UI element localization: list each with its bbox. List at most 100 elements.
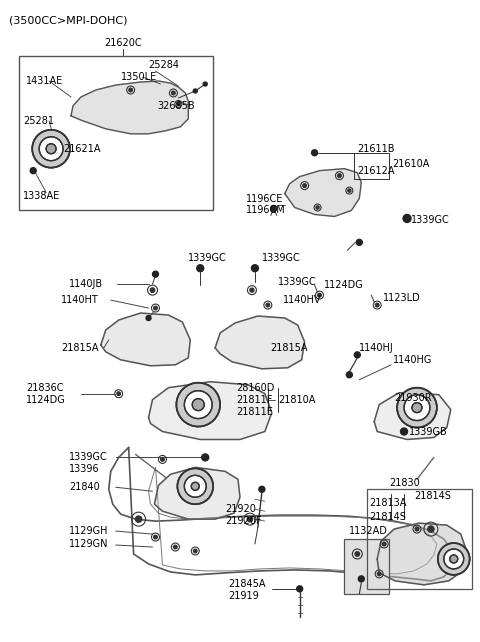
Text: 21610A: 21610A <box>392 159 430 169</box>
Circle shape <box>404 395 430 421</box>
Circle shape <box>450 555 458 563</box>
Circle shape <box>192 399 204 411</box>
Polygon shape <box>285 169 361 216</box>
Text: 21815A: 21815A <box>61 343 98 353</box>
Polygon shape <box>71 81 188 134</box>
Circle shape <box>197 265 204 272</box>
Circle shape <box>39 137 63 160</box>
Text: 1129GH: 1129GH <box>69 526 108 536</box>
Circle shape <box>174 545 177 549</box>
Circle shape <box>154 306 157 310</box>
Circle shape <box>202 454 209 461</box>
Circle shape <box>303 184 306 187</box>
Text: 1350LE: 1350LE <box>120 72 157 82</box>
Text: 1132AD: 1132AD <box>349 526 388 536</box>
Bar <box>344 539 389 594</box>
Circle shape <box>403 214 411 222</box>
Circle shape <box>297 586 302 592</box>
Circle shape <box>184 391 212 419</box>
Text: 21836C: 21836C <box>26 383 64 393</box>
Circle shape <box>30 168 36 173</box>
Circle shape <box>146 315 151 320</box>
Polygon shape <box>101 313 190 366</box>
Text: 28160D: 28160D <box>236 383 275 393</box>
Text: 21813A: 21813A <box>369 498 407 508</box>
Text: 1339GC: 1339GC <box>411 216 450 225</box>
Text: 1124DG: 1124DG <box>324 280 363 290</box>
Circle shape <box>171 91 175 95</box>
Bar <box>19 56 213 211</box>
Circle shape <box>193 89 197 93</box>
Circle shape <box>375 303 379 307</box>
Text: 21612A: 21612A <box>357 166 395 176</box>
Circle shape <box>312 150 318 156</box>
Text: 21930R: 21930R <box>394 393 432 403</box>
Circle shape <box>266 303 270 307</box>
Text: 21810A: 21810A <box>278 395 315 404</box>
Circle shape <box>153 271 158 277</box>
Text: 1196CM: 1196CM <box>246 205 286 216</box>
Circle shape <box>193 549 197 553</box>
Text: 21621A: 21621A <box>63 144 100 153</box>
Text: 13396: 13396 <box>69 464 100 474</box>
Circle shape <box>354 352 360 358</box>
Circle shape <box>250 288 254 292</box>
Text: 1339GC: 1339GC <box>278 277 316 287</box>
Circle shape <box>135 516 142 523</box>
Circle shape <box>337 174 341 177</box>
Text: 21815A: 21815A <box>270 343 307 353</box>
Text: 1431AE: 1431AE <box>26 76 63 86</box>
Text: 1129GN: 1129GN <box>69 539 108 549</box>
Circle shape <box>184 475 206 498</box>
Text: 1140JB: 1140JB <box>69 279 103 289</box>
Text: (3500CC>MPI-DOHC): (3500CC>MPI-DOHC) <box>9 15 128 25</box>
Circle shape <box>444 549 464 569</box>
Text: 25284: 25284 <box>148 60 180 70</box>
Circle shape <box>192 482 199 490</box>
Text: 1140HJ: 1140HJ <box>360 343 394 353</box>
Text: 1140HV: 1140HV <box>283 295 321 305</box>
Text: 21830: 21830 <box>389 478 420 489</box>
Polygon shape <box>215 316 305 369</box>
Circle shape <box>355 551 360 556</box>
Circle shape <box>247 516 252 522</box>
Text: 21919: 21919 <box>228 591 259 601</box>
Text: 1339GB: 1339GB <box>409 426 448 437</box>
Text: 1339GC: 1339GC <box>188 254 227 263</box>
Text: 1339GC: 1339GC <box>69 453 108 462</box>
Text: 1123LD: 1123LD <box>383 293 421 303</box>
Text: 1339GC: 1339GC <box>262 254 300 263</box>
Circle shape <box>117 392 120 395</box>
Circle shape <box>415 527 419 531</box>
Circle shape <box>178 469 213 504</box>
Circle shape <box>356 239 362 245</box>
Bar <box>367 489 472 589</box>
Text: 1338AE: 1338AE <box>23 191 60 200</box>
Text: 21845A: 21845A <box>228 579 265 589</box>
Circle shape <box>129 88 132 92</box>
Text: 1124DG: 1124DG <box>26 395 66 404</box>
Polygon shape <box>148 382 272 440</box>
Circle shape <box>154 535 157 539</box>
Circle shape <box>377 572 381 576</box>
Circle shape <box>176 383 220 426</box>
Circle shape <box>348 189 351 192</box>
Text: 1140HG: 1140HG <box>393 355 432 365</box>
Text: 21811F: 21811F <box>236 395 272 404</box>
Circle shape <box>252 265 258 272</box>
Circle shape <box>438 543 469 575</box>
Text: 21920: 21920 <box>225 504 256 514</box>
Circle shape <box>271 205 277 211</box>
Text: 21811E: 21811E <box>236 406 273 417</box>
Text: 25281: 25281 <box>23 116 54 126</box>
Text: 21814S: 21814S <box>369 512 406 522</box>
Text: 21840: 21840 <box>69 482 100 492</box>
Circle shape <box>150 288 155 292</box>
Text: 21920F: 21920F <box>225 516 262 526</box>
Polygon shape <box>155 467 240 519</box>
Circle shape <box>32 130 70 168</box>
Circle shape <box>46 144 56 153</box>
Text: 21611B: 21611B <box>357 144 395 153</box>
Circle shape <box>161 458 164 461</box>
Text: 1140HT: 1140HT <box>61 295 99 305</box>
